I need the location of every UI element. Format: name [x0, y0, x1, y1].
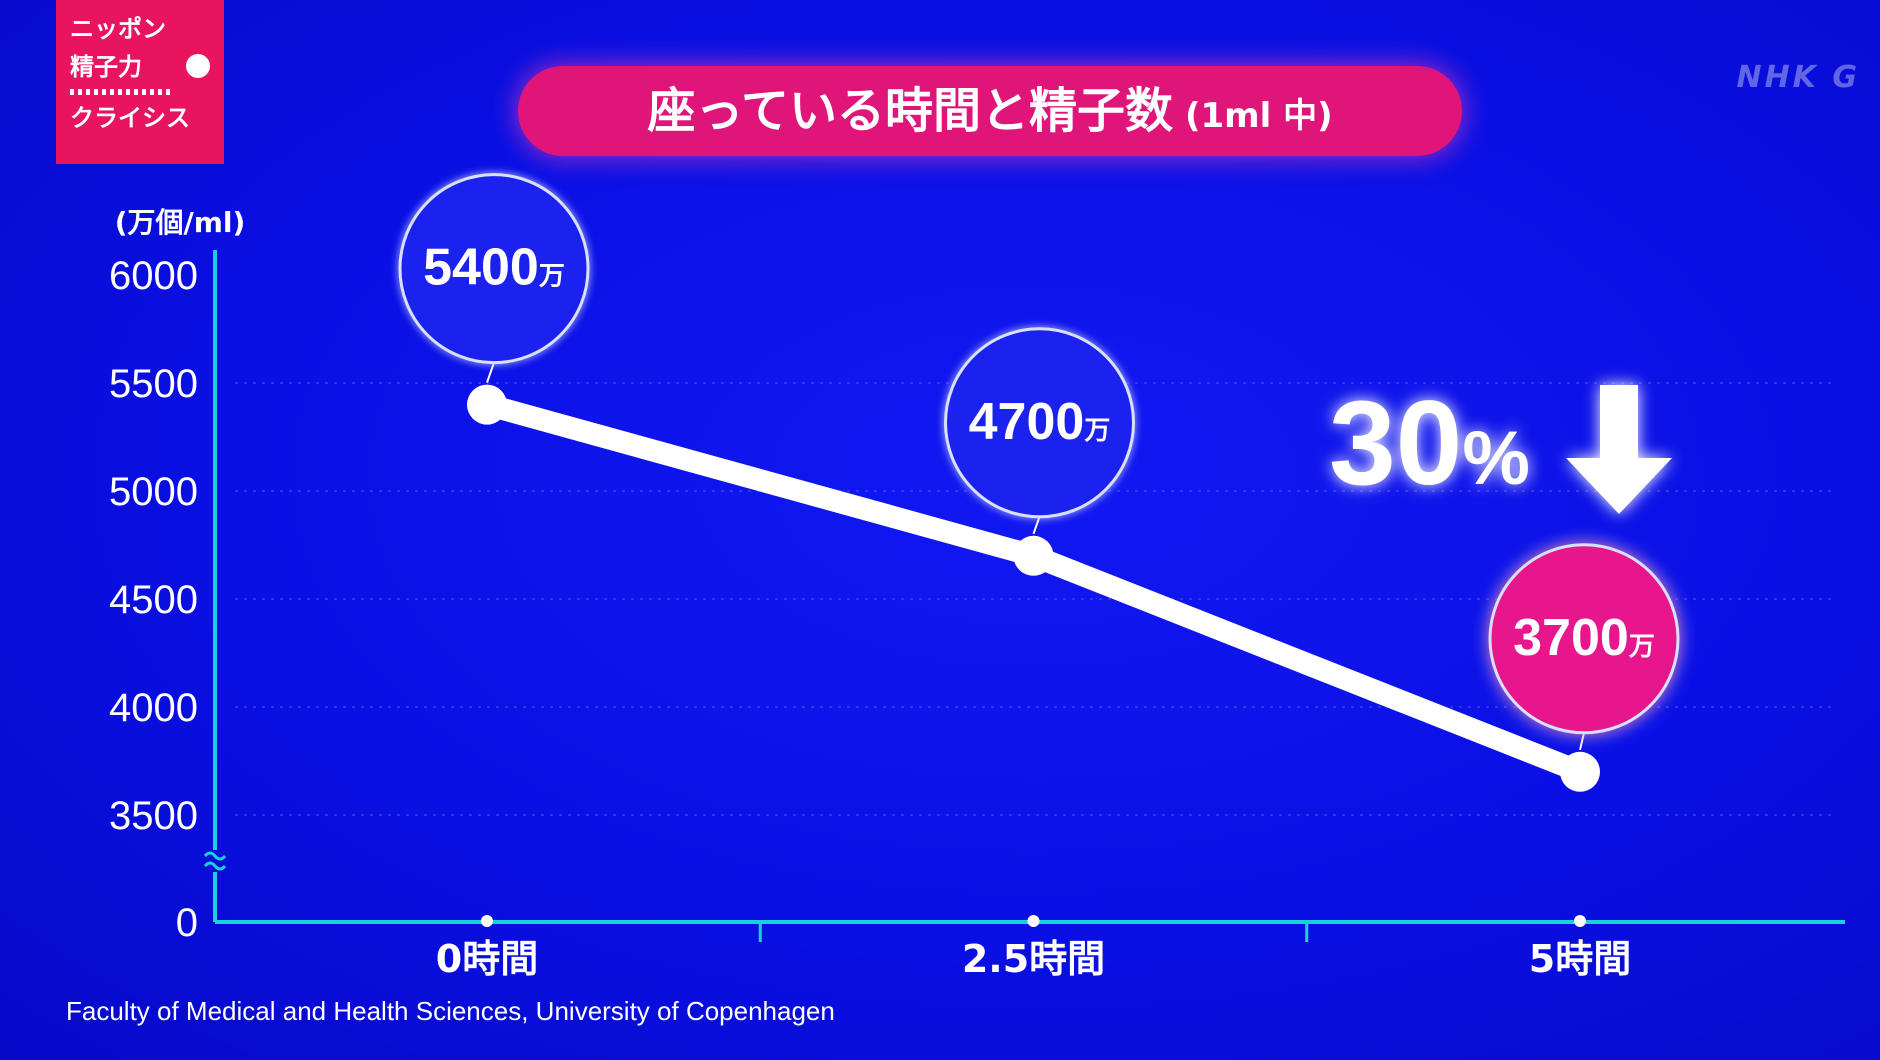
data-point — [1560, 751, 1600, 792]
value-bubble — [398, 173, 590, 365]
chart-title-main: 座っている時間と精子数 — [647, 83, 1173, 139]
bubble-connector — [1032, 516, 1041, 535]
y-axis-unit-label: (万個/ml) — [115, 206, 246, 239]
bubble-connector — [1579, 732, 1585, 751]
value-bubbles: 5400万 4700万 3700万 — [398, 173, 1680, 751]
channel-watermark: NHK G — [1736, 60, 1860, 95]
highlight-bubble — [1488, 543, 1680, 735]
data-point — [467, 384, 507, 425]
wave-divider — [70, 88, 170, 95]
logo-line-3: クライシス — [70, 103, 190, 132]
x-tick-label: 5時間 — [1529, 937, 1631, 981]
value-bubble-label: 3700万 — [1513, 609, 1655, 667]
source-credit: Faculty of Medical and Health Sciences, … — [66, 996, 835, 1026]
value-bubble — [944, 327, 1135, 519]
logo-line-1: ニッポン — [70, 15, 166, 43]
chart-title: 座っている時間と精子数 (1ml 中) — [518, 66, 1462, 156]
y-tick-label: 5000 — [109, 470, 198, 514]
series-line — [467, 384, 1600, 792]
value-bubble-label: 5400万 — [423, 239, 565, 297]
down-arrow-icon — [1566, 385, 1672, 514]
y-tick-label: 6000 — [109, 254, 198, 298]
program-logo: ニッポン 精子力 クライシス — [56, 0, 224, 164]
logo-line-2-text: 精子力 — [70, 53, 142, 82]
y-tick-label: 0 — [176, 901, 198, 945]
x-tick-label: 0時間 — [436, 937, 538, 981]
sperm-icon — [186, 54, 210, 79]
bubble-connector — [486, 362, 495, 383]
x-tick-dot — [1574, 915, 1586, 927]
y-tick-label: 4000 — [109, 686, 198, 730]
percent-callout: 30% — [1329, 376, 1672, 514]
x-tick-label: 2.5時間 — [962, 937, 1105, 981]
chart-title-sub: (1ml 中) — [1184, 96, 1333, 136]
value-bubble-label: 4700万 — [969, 393, 1111, 451]
y-tick-label: 4500 — [109, 578, 198, 622]
x-tick-dot — [481, 915, 493, 927]
axis-break-mark — [203, 851, 227, 861]
logo-line-2: 精子力 — [70, 48, 210, 86]
axes: 0 3500 4000 4500 5000 5500 6000 (万個/ml) 0時間 2.5時間… — [109, 206, 1845, 981]
y-tick-label: 3500 — [109, 794, 198, 838]
axis-break-mark — [203, 861, 227, 871]
data-point — [1013, 535, 1054, 576]
percent-callout-text: 30% — [1329, 376, 1530, 510]
y-tick-label: 5500 — [109, 362, 198, 406]
x-tick-dot — [1027, 915, 1040, 927]
